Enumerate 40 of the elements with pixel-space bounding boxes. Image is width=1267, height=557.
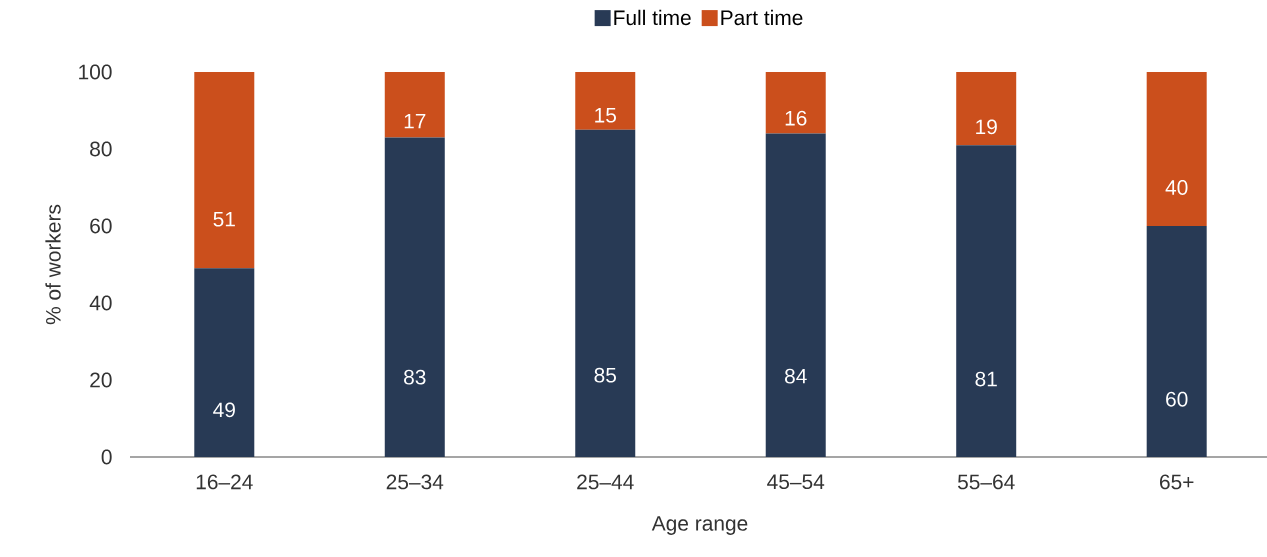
data-label: 81: [975, 371, 997, 387]
x-tick-label: 16–24: [196, 474, 253, 490]
bar: [575, 129, 636, 457]
bar: [1146, 226, 1207, 457]
bar: [194, 72, 255, 269]
bar: [765, 72, 826, 134]
data-label: 40: [1165, 180, 1188, 195]
y-tick-label: 60: [90, 218, 112, 234]
y-tick-label: 0: [101, 449, 112, 465]
x-tick-label: 25–44: [577, 474, 634, 490]
y-tick-label: 20: [90, 372, 112, 388]
data-label: 17: [404, 113, 426, 129]
x-axis-title: Age range: [651, 516, 748, 535]
bar: [384, 137, 445, 457]
x-tick-label: 25–34: [386, 474, 444, 490]
y-axis-title: % of workers: [45, 204, 61, 325]
y-tick-label: 80: [90, 141, 112, 157]
data-label: 49: [213, 402, 235, 418]
y-tick-label: 100: [79, 64, 112, 80]
data-label: 83: [404, 369, 426, 385]
data-label: 60: [1166, 391, 1188, 407]
data-label: 84: [785, 368, 807, 384]
bar: [765, 133, 826, 457]
x-tick-label: 45–54: [767, 474, 825, 490]
bar: [956, 145, 1017, 457]
bar: [956, 72, 1017, 146]
x-tick-label: 55–64: [957, 474, 1015, 490]
bar: [384, 72, 445, 138]
data-label: 85: [594, 367, 616, 383]
y-tick-label: 40: [89, 295, 112, 311]
data-label: 15: [595, 108, 616, 123]
data-label: 19: [976, 119, 997, 135]
bar: [194, 268, 255, 457]
data-label: 16: [785, 110, 807, 126]
legend-label: Full time: [614, 9, 691, 26]
bar: [575, 72, 636, 130]
bar: [1146, 72, 1207, 226]
data-label: 51: [213, 211, 235, 227]
legend-label: Part time: [721, 9, 803, 26]
x-tick-label: 65+: [1160, 474, 1194, 490]
